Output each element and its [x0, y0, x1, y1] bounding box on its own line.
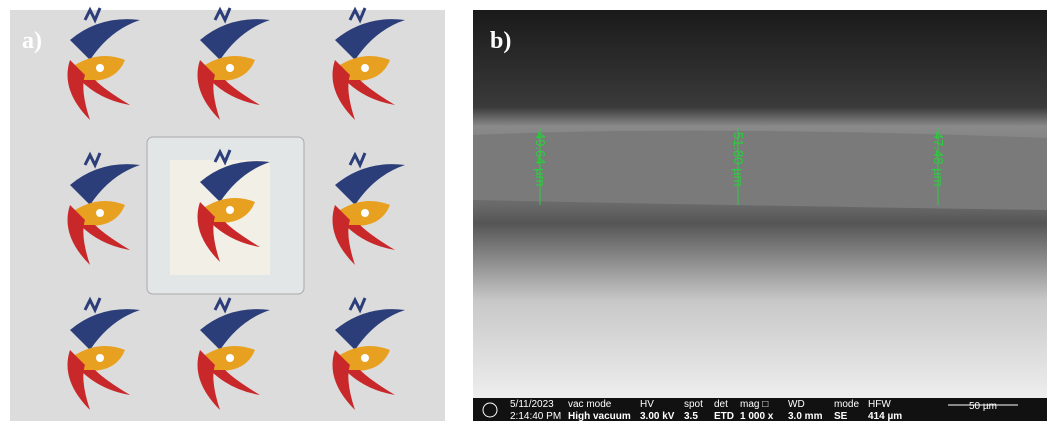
panel-label: b) [490, 28, 511, 54]
field-value: High vacuum [568, 411, 631, 421]
scale-label: 50 µm [969, 401, 997, 412]
film-layer [473, 131, 1047, 210]
field-name: HV [640, 399, 654, 410]
figure: a) 49.64 µm 51.80 µm 47.48 µm b) 5/11/20… [0, 0, 1047, 421]
field-name: vac mode [568, 399, 612, 410]
field-name: HFW [868, 399, 891, 410]
panel-b: 49.64 µm 51.80 µm 47.48 µm b) 5/11/2023 … [473, 10, 1047, 421]
field-value: SE [834, 411, 848, 421]
field-value: 3.5 [684, 411, 698, 421]
measurement: 51.80 µm [731, 132, 746, 186]
measurement: 49.64 µm [533, 132, 548, 186]
field-value: 3.0 mm [788, 411, 823, 421]
field-name: spot [684, 399, 703, 410]
field-name: mode [834, 399, 859, 410]
field-value: 1 000 x [740, 411, 774, 421]
panel-label: a) [22, 28, 42, 54]
field-name: mag □ [740, 399, 768, 410]
time: 2:14:40 PM [510, 411, 561, 421]
field-name: WD [788, 399, 805, 410]
field-value: ETD [714, 411, 734, 421]
field-name: det [714, 399, 728, 410]
panel-a: a) [10, 8, 445, 421]
field-value: 414 µm [868, 411, 902, 421]
measurement: 47.48 µm [931, 132, 946, 186]
field-value: 3.00 kV [640, 411, 675, 421]
date: 5/11/2023 [510, 399, 554, 410]
